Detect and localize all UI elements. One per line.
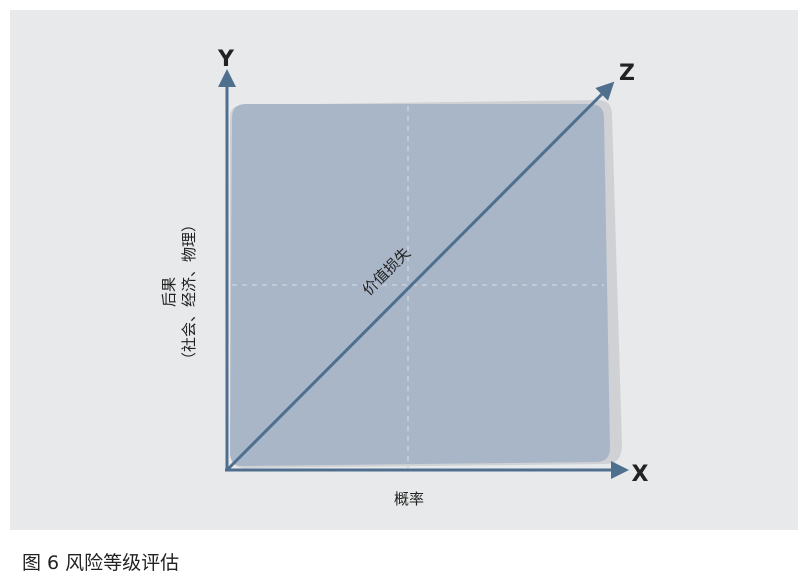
- y-axis-title-line2: （社会、经济、物理）: [180, 217, 198, 367]
- risk-plane: [230, 104, 610, 466]
- y-axis-title-line1: 后果: [160, 277, 178, 307]
- figure-caption: 图 6 风险等级评估: [22, 552, 180, 574]
- z-axis-letter: Z: [619, 61, 635, 86]
- x-axis-letter: X: [632, 462, 649, 487]
- y-axis-letter: Y: [217, 47, 235, 72]
- x-axis-title: 概率: [394, 490, 424, 508]
- z-axis: [225, 81, 615, 472]
